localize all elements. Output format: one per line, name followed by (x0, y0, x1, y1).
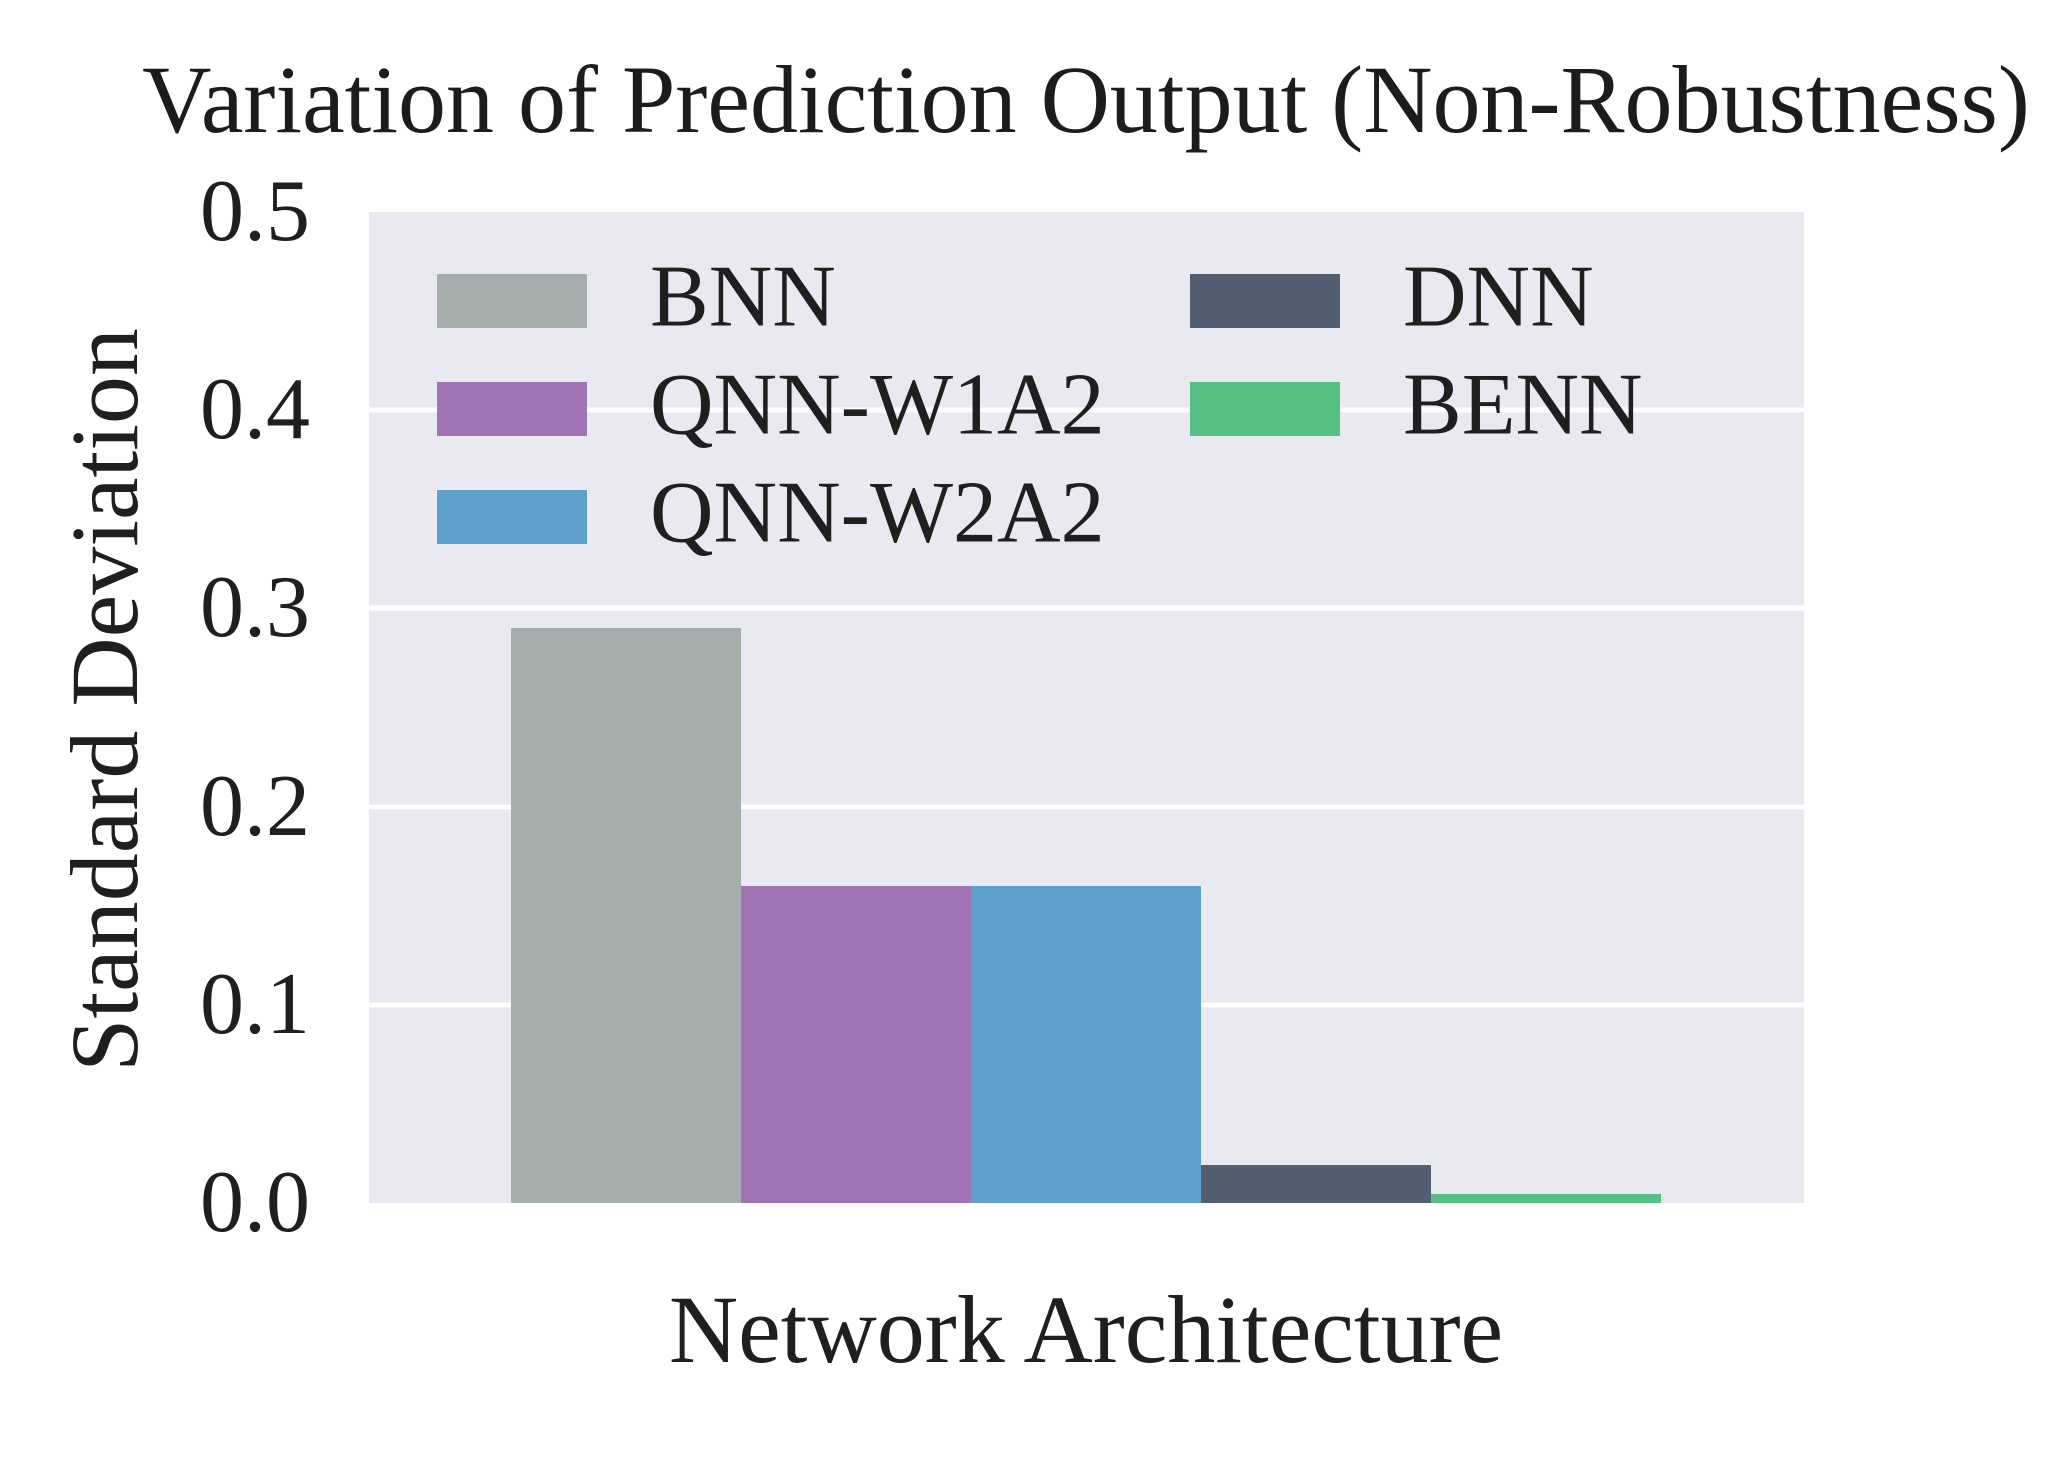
legend-swatch-BNN (437, 274, 587, 328)
y-tick-0.5: 0.5 (200, 163, 310, 260)
legend-label-QNN-W2A2: QNN-W2A2 (650, 464, 1105, 562)
x-axis-label: Network Architecture (668, 1276, 1504, 1383)
bar-BNN (511, 628, 741, 1203)
gridline-0.4 (369, 407, 1804, 413)
y-tick-0.1: 0.1 (200, 955, 310, 1053)
legend-swatch-QNN-W2A2 (437, 490, 587, 544)
legend-item-DNN: DNN (1190, 253, 1790, 341)
y-tick-0.2: 0.2 (200, 757, 310, 855)
chart-title: Variation of Prediction Output (Non-Robu… (142, 46, 2030, 153)
legend-label-BENN: BENN (1403, 356, 1643, 454)
legend-swatch-DNN (1190, 274, 1340, 328)
legend-item-BNN: BNN (437, 253, 1037, 341)
y-tick-0.4: 0.4 (200, 361, 310, 459)
legend-swatch-BENN (1190, 382, 1340, 436)
legend-label-BNN: BNN (650, 248, 836, 346)
bar-QNN-W2A2 (971, 885, 1201, 1203)
legend-label-DNN: DNN (1403, 248, 1594, 346)
legend-item-QNN-W1A2: QNN-W1A2 (437, 361, 1105, 449)
bar-QNN-W1A2 (741, 885, 971, 1203)
bar-DNN (1201, 1165, 1431, 1203)
legend-item-QNN-W2A2: QNN-W2A2 (437, 469, 1105, 557)
legend-swatch-QNN-W1A2 (437, 382, 587, 436)
y-tick-0.0: 0.0 (200, 1154, 310, 1251)
gridline-0.2 (369, 804, 1804, 810)
y-tick-0.3: 0.3 (200, 559, 310, 657)
legend-label-QNN-W1A2: QNN-W1A2 (650, 356, 1105, 454)
plot-area: BNN QNN-W1A2 QNN-W2A2 DNN BENN (369, 212, 1804, 1203)
gridline-0.3 (369, 605, 1804, 611)
legend-item-BENN: BENN (1190, 361, 1790, 449)
bar-BENN (1431, 1194, 1661, 1203)
